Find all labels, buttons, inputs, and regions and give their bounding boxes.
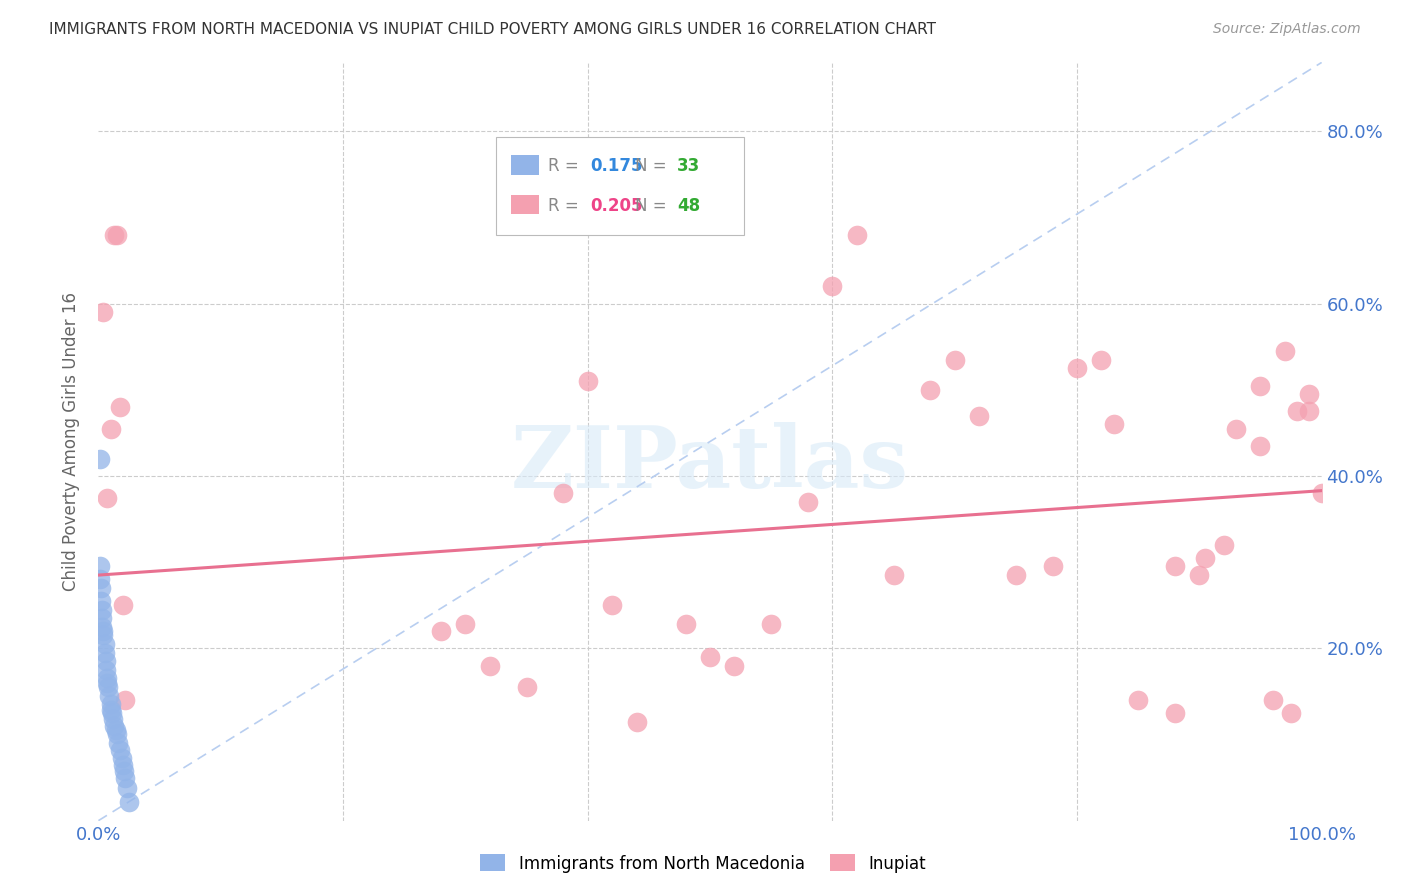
Point bbox=[1274, 344, 1296, 359]
Text: N =: N = bbox=[636, 158, 672, 176]
Legend: Immigrants from North Macedonia, Inupiat: Immigrants from North Macedonia, Inupiat bbox=[474, 847, 932, 880]
Point bbox=[105, 227, 128, 242]
Point bbox=[107, 736, 129, 750]
Point bbox=[96, 672, 118, 686]
Point bbox=[1164, 559, 1187, 574]
Point bbox=[1286, 404, 1309, 418]
Point bbox=[1212, 538, 1234, 552]
Point bbox=[115, 780, 138, 795]
Point bbox=[97, 680, 120, 694]
Point bbox=[111, 750, 134, 764]
Point bbox=[1298, 387, 1320, 401]
Point bbox=[821, 279, 844, 293]
Point bbox=[91, 611, 114, 625]
Text: ZIPatlas: ZIPatlas bbox=[510, 422, 910, 507]
Point bbox=[626, 714, 648, 729]
Point bbox=[967, 409, 990, 423]
Text: Source: ZipAtlas.com: Source: ZipAtlas.com bbox=[1213, 22, 1361, 37]
Point bbox=[1066, 361, 1088, 376]
Point bbox=[90, 581, 112, 595]
Point bbox=[94, 654, 117, 668]
Point bbox=[723, 658, 745, 673]
Point bbox=[96, 675, 118, 690]
Point bbox=[1102, 417, 1125, 432]
Text: 0.175: 0.175 bbox=[591, 158, 643, 176]
Point bbox=[100, 698, 122, 712]
Point bbox=[93, 637, 115, 651]
Point bbox=[89, 559, 111, 574]
Point bbox=[94, 663, 117, 677]
Point bbox=[1298, 404, 1320, 418]
Point bbox=[1279, 706, 1302, 720]
Point bbox=[1249, 378, 1271, 392]
Text: R =: R = bbox=[548, 158, 583, 176]
Point bbox=[943, 352, 966, 367]
Point bbox=[91, 624, 114, 639]
Point bbox=[98, 689, 121, 703]
Point bbox=[1164, 706, 1187, 720]
Point bbox=[100, 703, 122, 717]
Point bbox=[101, 712, 124, 726]
Text: 48: 48 bbox=[678, 197, 700, 215]
Point bbox=[96, 491, 118, 505]
Point bbox=[89, 573, 111, 587]
Point bbox=[100, 422, 122, 436]
Point bbox=[1004, 568, 1026, 582]
Point bbox=[111, 757, 134, 772]
Point bbox=[600, 599, 623, 613]
Point bbox=[101, 706, 124, 720]
Point bbox=[104, 723, 127, 738]
Point bbox=[110, 743, 132, 757]
Point bbox=[111, 599, 134, 613]
Point bbox=[430, 624, 453, 639]
Point bbox=[118, 795, 141, 809]
Point bbox=[883, 568, 905, 582]
Point bbox=[112, 764, 135, 778]
Text: 33: 33 bbox=[678, 158, 700, 176]
Point bbox=[797, 495, 820, 509]
Point bbox=[454, 617, 477, 632]
Point bbox=[1261, 693, 1284, 707]
Point bbox=[1225, 422, 1247, 436]
Point bbox=[91, 620, 114, 634]
Point bbox=[114, 771, 136, 785]
Text: 0.205: 0.205 bbox=[591, 197, 643, 215]
Point bbox=[91, 305, 114, 319]
Point bbox=[105, 727, 128, 741]
Text: R =: R = bbox=[548, 197, 583, 215]
Point bbox=[91, 628, 114, 642]
Point bbox=[761, 617, 783, 632]
Point bbox=[93, 646, 115, 660]
Point bbox=[553, 486, 575, 500]
Point bbox=[90, 594, 112, 608]
Point bbox=[675, 617, 697, 632]
Text: IMMIGRANTS FROM NORTH MACEDONIA VS INUPIAT CHILD POVERTY AMONG GIRLS UNDER 16 CO: IMMIGRANTS FROM NORTH MACEDONIA VS INUPI… bbox=[49, 22, 936, 37]
Point bbox=[1310, 486, 1333, 500]
Point bbox=[576, 374, 599, 388]
Point bbox=[1128, 693, 1150, 707]
Point bbox=[478, 658, 501, 673]
Point bbox=[515, 680, 537, 694]
Point bbox=[91, 602, 114, 616]
Point bbox=[114, 693, 136, 707]
Point bbox=[920, 383, 942, 397]
Point bbox=[110, 400, 132, 414]
Point bbox=[1249, 439, 1271, 453]
Point bbox=[699, 649, 721, 664]
Point bbox=[1194, 550, 1216, 565]
Point bbox=[103, 719, 125, 733]
Point bbox=[1090, 352, 1112, 367]
Point bbox=[1042, 559, 1064, 574]
Point bbox=[103, 227, 125, 242]
Y-axis label: Child Poverty Among Girls Under 16: Child Poverty Among Girls Under 16 bbox=[62, 292, 80, 591]
Point bbox=[89, 451, 111, 466]
Point bbox=[1188, 568, 1211, 582]
Point bbox=[845, 227, 868, 242]
Text: N =: N = bbox=[636, 197, 672, 215]
